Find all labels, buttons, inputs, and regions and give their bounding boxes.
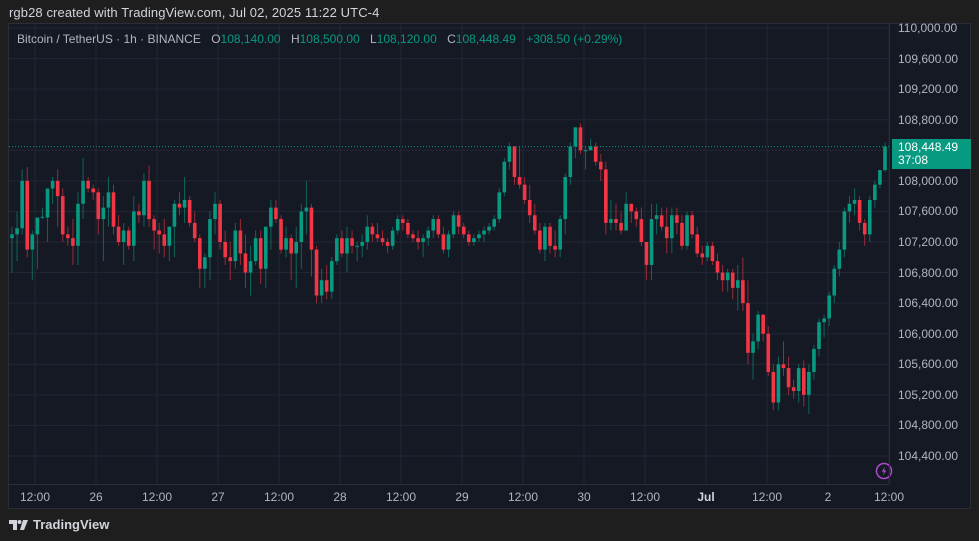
last-price-label: 108,448.49 37:08 bbox=[892, 138, 971, 169]
price-tick: 108,000.00 bbox=[898, 173, 959, 188]
price-tick: 110,000.00 bbox=[898, 21, 958, 35]
time-tick: 12:00 bbox=[19, 490, 51, 504]
price-tick: 106,400.00 bbox=[898, 296, 959, 311]
close-label: C bbox=[447, 32, 456, 46]
candlestick-chart bbox=[9, 24, 890, 484]
price-tick: 107,200.00 bbox=[898, 235, 959, 249]
low-value: 108,120.00 bbox=[376, 32, 437, 46]
time-tick: 12:00 bbox=[873, 490, 905, 504]
price-tick: 105,200.00 bbox=[898, 387, 959, 402]
high-value: 108,500.00 bbox=[299, 32, 360, 46]
time-tick: 30 bbox=[577, 490, 591, 504]
time-tick: 12:00 bbox=[141, 490, 173, 504]
bar-countdown: 37:08 bbox=[898, 152, 929, 167]
price-tick: 104,800.00 bbox=[898, 418, 959, 433]
close-value: 108,448.49 bbox=[455, 32, 516, 46]
tradingview-brand: TradingView bbox=[33, 517, 110, 532]
time-tick: 28 bbox=[333, 490, 347, 504]
time-tick: 29 bbox=[455, 490, 469, 504]
tradingview-footer: TradingView bbox=[9, 517, 109, 532]
low-label: L bbox=[370, 32, 377, 46]
price-tick: 109,200.00 bbox=[898, 82, 959, 97]
price-axis[interactable]: 108,448.49 37:08 110,000.00 109,600.00 109… bbox=[889, 21, 973, 484]
symbol-label[interactable]: Bitcoin / TetherUS · 1h · BINANCE bbox=[17, 32, 201, 46]
chart-frame: Bitcoin / TetherUS · 1h · BINANCE O108,1… bbox=[8, 21, 973, 510]
time-tick: 12:00 bbox=[385, 490, 417, 504]
price-tick: 107,600.00 bbox=[898, 204, 959, 219]
attribution-text: rgb28 created with TradingView.com, Jul … bbox=[9, 5, 380, 20]
price-tick: 108,800.00 bbox=[898, 112, 959, 127]
high-label: H bbox=[290, 32, 300, 46]
price-tick: 106,000.00 bbox=[898, 326, 959, 341]
price-tick: 109,600.00 bbox=[898, 51, 959, 66]
chart-plot-area[interactable]: Bitcoin / TetherUS · 1h · BINANCE O108,1… bbox=[9, 24, 893, 484]
price-tick: 104,400.00 bbox=[898, 449, 959, 463]
lightning-icon[interactable] bbox=[875, 462, 893, 480]
time-tick: 2 bbox=[824, 490, 832, 504]
time-tick: 12:00 bbox=[751, 490, 783, 504]
price-tick: 105,600.00 bbox=[898, 357, 959, 372]
time-tick: 12:00 bbox=[263, 490, 295, 504]
time-axis[interactable]: 12:00 26 12:00 27 12:00 28 12:00 29 12:00 30 12:00… bbox=[9, 484, 904, 510]
open-value: 108,140.00 bbox=[220, 32, 281, 46]
price-tick: 106,800.00 bbox=[898, 265, 959, 280]
tradingview-logo-icon bbox=[9, 519, 28, 530]
time-tick: 12:00 bbox=[629, 490, 661, 504]
ohlc-legend: Bitcoin / TetherUS · 1h · BINANCE O108,1… bbox=[17, 32, 622, 46]
open-label: O bbox=[211, 32, 221, 46]
time-tick: 26 bbox=[89, 490, 103, 504]
time-tick: 12:00 bbox=[507, 490, 539, 504]
last-price-value: 108,448.49 bbox=[898, 139, 959, 154]
time-tick: 27 bbox=[211, 490, 225, 504]
change-value: +308.50 (+0.29%) bbox=[526, 32, 623, 46]
time-tick: Jul bbox=[697, 490, 715, 504]
